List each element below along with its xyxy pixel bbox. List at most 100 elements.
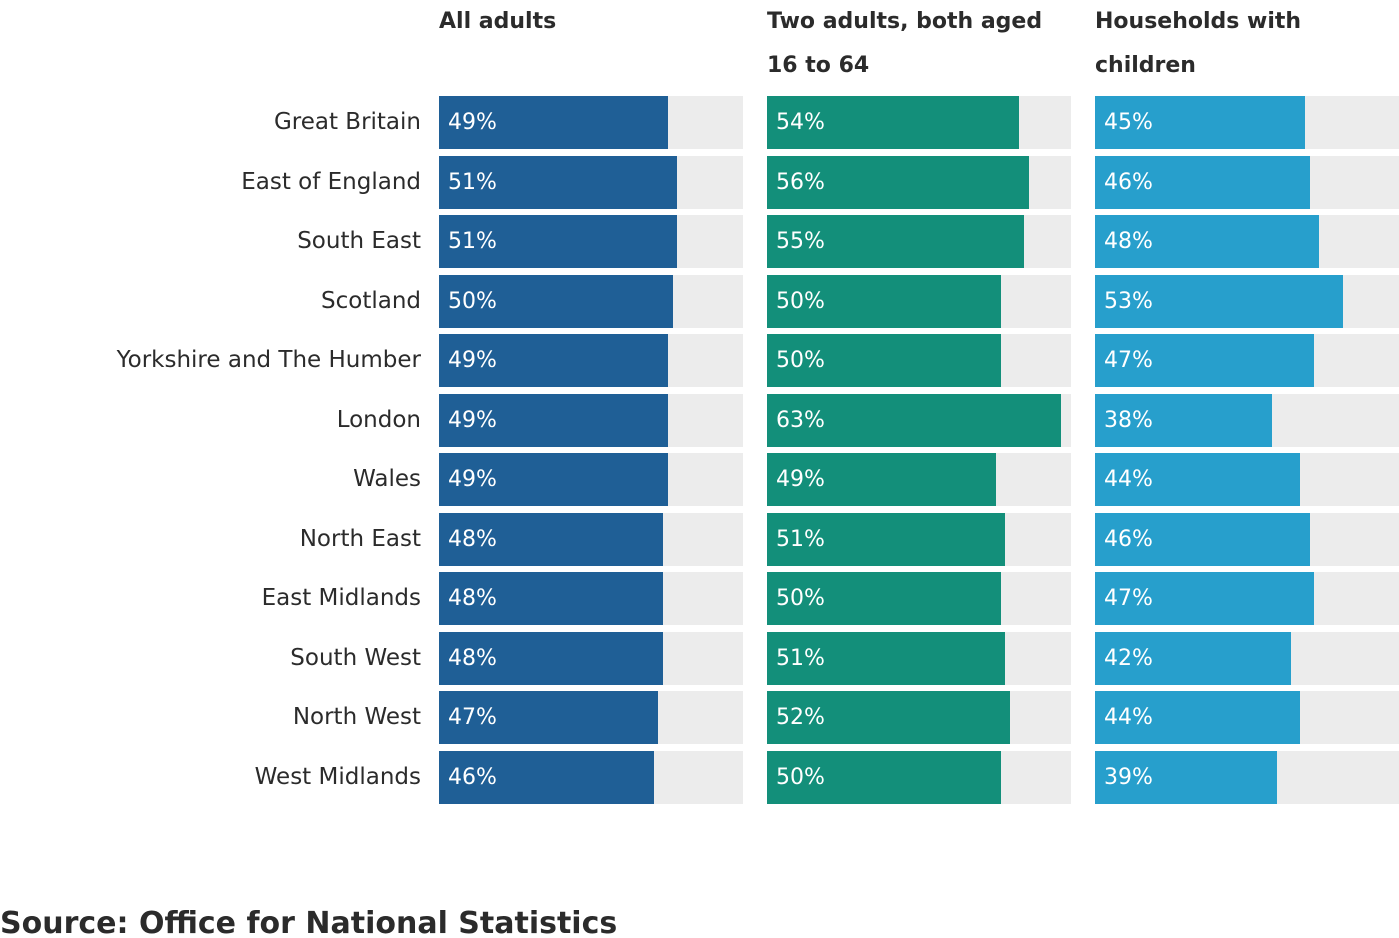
bar-track: 47% bbox=[1095, 334, 1399, 387]
bar-track: 49% bbox=[439, 393, 743, 447]
bar-value-label: 50% bbox=[448, 288, 497, 314]
bar bbox=[439, 572, 664, 625]
bar-value-label: 49% bbox=[448, 348, 497, 373]
bar bbox=[1095, 512, 1310, 566]
bar bbox=[1095, 334, 1315, 387]
bar bbox=[767, 691, 1010, 744]
bar-value-label: 51% bbox=[448, 229, 497, 254]
bar bbox=[767, 393, 1062, 447]
bar bbox=[767, 215, 1024, 268]
source-note: Source: Office for National Statistics bbox=[0, 906, 618, 938]
bar-track: 38% bbox=[1095, 393, 1399, 447]
bar-track: 52% bbox=[767, 691, 1071, 744]
bar-value-label: 48% bbox=[448, 526, 497, 552]
bar-value-label: 44% bbox=[1104, 467, 1153, 492]
bar bbox=[439, 96, 668, 149]
bar-track: 51% bbox=[439, 155, 743, 209]
bar-value-label: 44% bbox=[1104, 705, 1153, 730]
bar bbox=[439, 691, 659, 744]
category-label: South East bbox=[297, 228, 421, 254]
bar-track: 51% bbox=[439, 215, 743, 268]
bar-value-label: 51% bbox=[776, 645, 825, 671]
bar-track: 63% bbox=[767, 393, 1071, 447]
bar-value-label: 38% bbox=[1104, 407, 1153, 433]
bar bbox=[439, 512, 664, 566]
bar-value-label: 49% bbox=[448, 467, 497, 492]
bar-track: 49% bbox=[767, 453, 1071, 506]
category-label: Scotland bbox=[321, 287, 421, 314]
bar bbox=[439, 750, 654, 804]
bar bbox=[767, 96, 1020, 149]
category-label: West Midlands bbox=[254, 763, 421, 790]
bar bbox=[767, 750, 1001, 804]
bar-value-label: 49% bbox=[448, 407, 497, 433]
bar-track: 47% bbox=[1095, 572, 1399, 625]
category-label: Yorkshire and The Humber bbox=[116, 347, 421, 373]
category-label: North East bbox=[299, 525, 421, 552]
bar bbox=[439, 274, 673, 328]
bar-value-label: 39% bbox=[1104, 764, 1153, 790]
bar-value-label: 45% bbox=[1104, 110, 1153, 135]
bar-track: 55% bbox=[767, 215, 1071, 268]
bar bbox=[767, 512, 1006, 566]
bar-track: 48% bbox=[439, 572, 743, 625]
bar bbox=[767, 572, 1001, 625]
bar-value-label: 50% bbox=[776, 764, 825, 790]
bar bbox=[1095, 453, 1301, 506]
category-label: North West bbox=[292, 704, 421, 730]
bar-track: 46% bbox=[1095, 512, 1399, 566]
bar-track: 44% bbox=[1095, 691, 1399, 744]
bar-value-label: 56% bbox=[776, 169, 825, 195]
bar bbox=[1095, 750, 1278, 804]
bar bbox=[767, 453, 996, 506]
bar bbox=[767, 631, 1006, 685]
bar-track: 48% bbox=[439, 512, 743, 566]
bar-value-label: 55% bbox=[776, 229, 825, 254]
bar-track: 50% bbox=[439, 274, 743, 328]
bar bbox=[439, 334, 668, 387]
bar bbox=[767, 274, 1001, 328]
bar-value-label: 54% bbox=[776, 110, 825, 135]
bar bbox=[439, 453, 668, 506]
bar-track: 51% bbox=[767, 631, 1071, 685]
bar bbox=[1095, 96, 1306, 149]
bar-track: 54% bbox=[767, 96, 1071, 149]
bar-value-label: 52% bbox=[776, 705, 825, 730]
bar-value-label: 51% bbox=[448, 169, 497, 195]
bar bbox=[767, 334, 1001, 387]
bar-value-label: 42% bbox=[1104, 645, 1153, 671]
bar-value-label: 46% bbox=[1104, 169, 1153, 195]
category-label: Wales bbox=[353, 466, 421, 492]
category-label: Great Britain bbox=[273, 109, 421, 135]
bar-value-label: 49% bbox=[448, 110, 497, 135]
bar-value-label: 47% bbox=[448, 705, 497, 730]
bar-value-label: 50% bbox=[776, 586, 825, 611]
bar-track: 49% bbox=[439, 96, 743, 149]
bar-value-label: 46% bbox=[1104, 526, 1153, 552]
bar-track: 47% bbox=[439, 691, 743, 744]
bar bbox=[1095, 691, 1301, 744]
bar-value-label: 49% bbox=[776, 467, 825, 492]
bar-track: 53% bbox=[1095, 274, 1399, 328]
bar bbox=[767, 155, 1029, 209]
panel-title: Two adults, both aged 16 to 64 bbox=[767, 9, 1043, 78]
bar bbox=[439, 393, 668, 447]
bar-value-label: 47% bbox=[1104, 586, 1153, 611]
bar-track: 50% bbox=[767, 750, 1071, 804]
bar-track: 56% bbox=[767, 155, 1071, 209]
bar-track: 49% bbox=[439, 453, 743, 506]
bar-track: 44% bbox=[1095, 453, 1399, 506]
panel-title: Households with children bbox=[1095, 9, 1302, 78]
bar-value-label: 46% bbox=[448, 764, 497, 790]
bar-track: 48% bbox=[439, 631, 743, 685]
bar bbox=[1095, 155, 1310, 209]
bar bbox=[439, 215, 678, 268]
bar-value-label: 47% bbox=[1104, 348, 1153, 373]
bar bbox=[1095, 393, 1273, 447]
bar-value-label: 53% bbox=[1104, 288, 1153, 314]
bar-track: 46% bbox=[1095, 155, 1399, 209]
bar bbox=[1095, 215, 1320, 268]
bar-value-label: 48% bbox=[448, 586, 497, 611]
bar-track: 49% bbox=[439, 334, 743, 387]
